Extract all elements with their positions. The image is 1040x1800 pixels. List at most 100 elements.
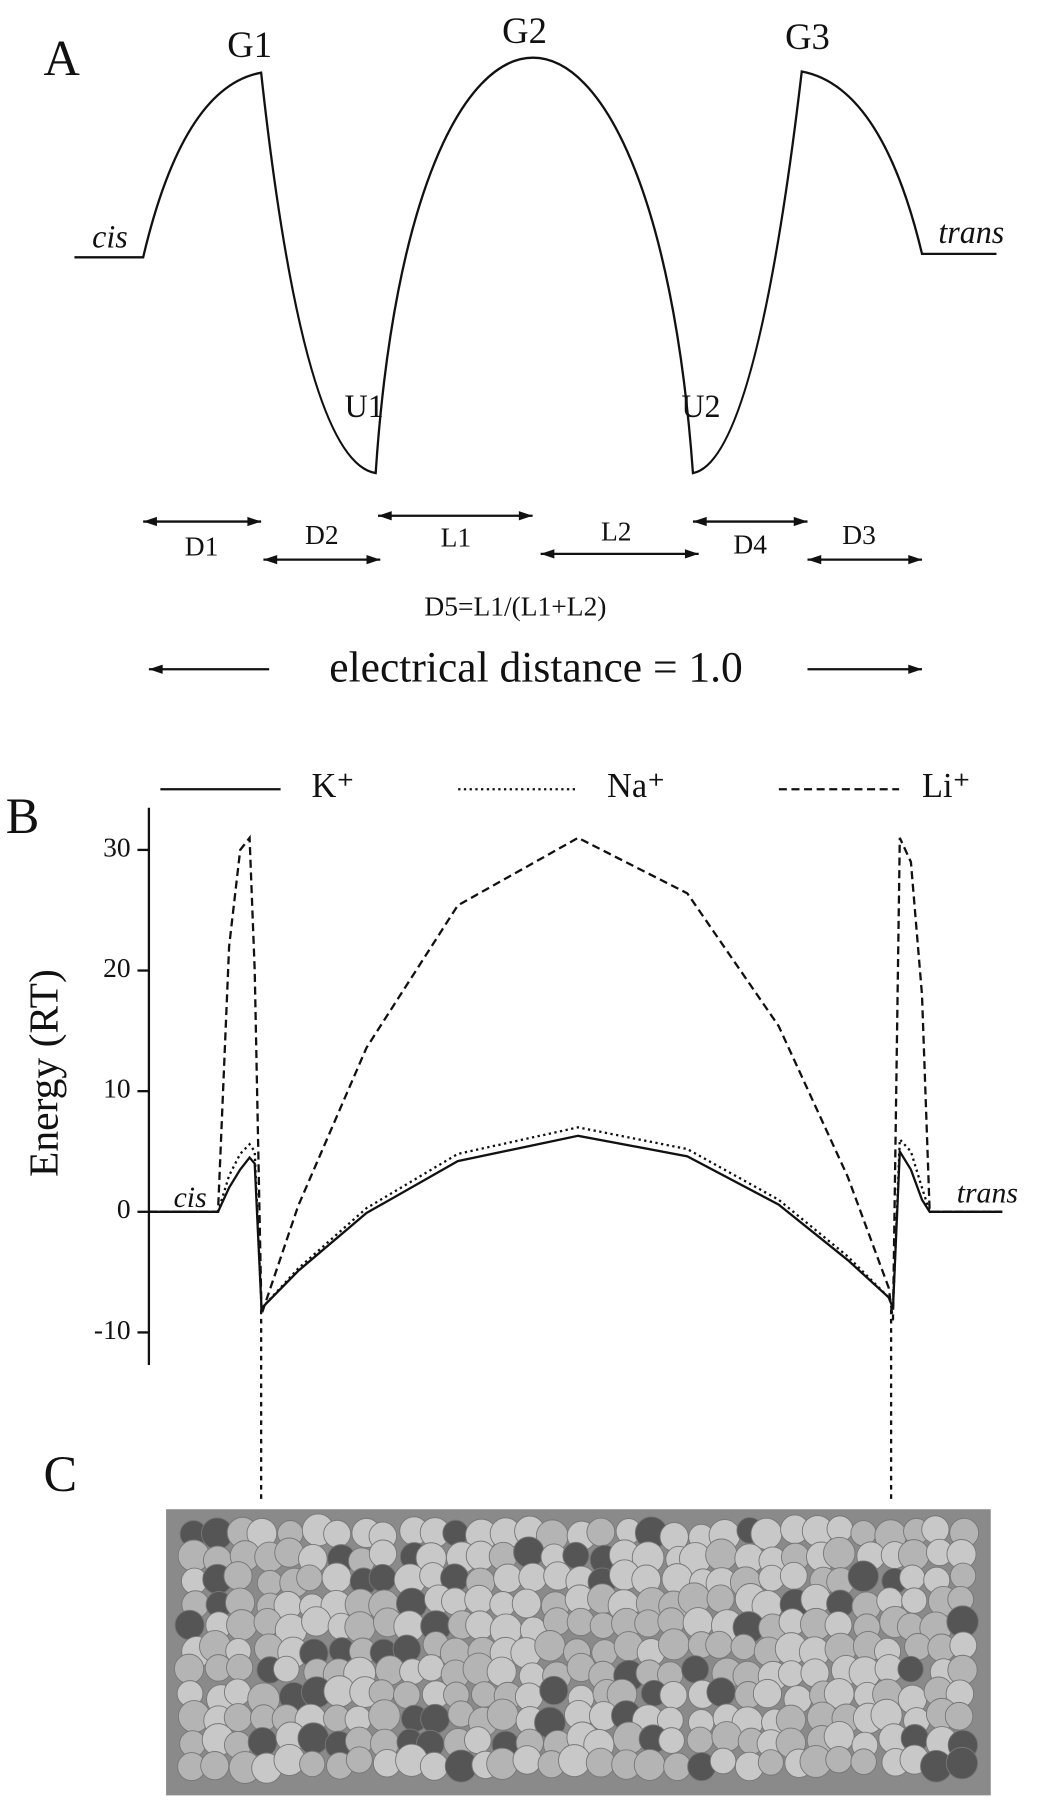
atom [419,1751,449,1781]
atom [658,1727,685,1754]
panel-label: B [6,788,40,844]
distance-arrows: D1 D2 L1 L2 D4 D3 [143,511,923,674]
atom [944,1701,974,1731]
atom [847,1560,879,1592]
atom [493,1563,523,1594]
atom [296,1564,323,1592]
atom [585,1747,616,1778]
distance-label: L2 [601,515,632,546]
atom [513,1536,545,1568]
caption: electrical distance = 1.0 [329,643,743,691]
trans-label: trans [957,1176,1018,1209]
atom [949,1562,977,1590]
atom [247,1727,278,1758]
atom [256,1569,284,1597]
y-tick-label: 30 [103,831,130,862]
atom [539,1675,569,1706]
atom [368,1699,401,1732]
atom [223,1678,252,1707]
legend-label: Na⁺ [607,767,665,805]
arrow-head [807,555,923,565]
atom [897,1655,924,1683]
atom [273,1655,300,1683]
cis-label: cis [92,218,128,254]
y-tick-label: -10 [94,1314,131,1345]
distance-label: D1 [185,530,219,561]
legend-label: Li⁺ [922,767,971,805]
peak-label: G3 [785,16,830,57]
atom [586,1517,616,1547]
distance-label: L1 [441,521,472,552]
atom [464,1584,494,1615]
arrow-head [263,555,381,565]
atom [173,1653,205,1685]
distance-label: D2 [305,519,339,550]
atom [711,1721,743,1752]
atom [921,1515,950,1544]
legend-label: K⁺ [312,767,355,805]
atom [345,1746,373,1774]
atom [323,1519,352,1549]
atom [705,1630,734,1659]
panel-label: A [44,30,81,86]
atom [706,1584,735,1613]
atom [226,1609,258,1641]
atom [899,1564,926,1591]
atom [558,1744,591,1778]
atom [825,1745,853,1774]
atom [706,1677,736,1707]
atom [945,1746,979,1780]
atom [705,1538,738,1572]
atom [659,1681,688,1710]
cis-label: cis [174,1181,207,1214]
atom [299,1750,326,1778]
atom [901,1587,928,1614]
formula: D5=L1/(L1+L2) [424,590,606,621]
atom [757,1749,784,1776]
atom [633,1748,666,1781]
trans-label: trans [938,214,1004,250]
atom [393,1681,421,1709]
y-axis-label: Energy (RT) [21,969,68,1177]
atom [297,1722,330,1755]
arrow-head [148,664,163,674]
atom [465,1610,495,1641]
atom [486,1698,519,1731]
atom [368,1563,397,1593]
atom [489,1591,516,1618]
well-label: U2 [681,388,720,424]
atom [752,1678,783,1709]
well-label: U1 [345,388,384,424]
peak-label: G2 [502,10,547,51]
atom [779,1561,808,1590]
atom [174,1609,205,1641]
arrow-head [143,516,262,527]
y-tick-label: 0 [117,1193,131,1224]
atom [463,1726,492,1755]
atom [686,1726,714,1754]
arrow-head [692,516,808,527]
atom [223,1561,253,1591]
peak-label: G1 [227,24,272,65]
series-line [148,1134,1003,1311]
atom [368,1539,398,1569]
arrow-head [908,664,923,674]
atom [301,1606,332,1637]
atom [658,1628,690,1661]
atom [850,1748,877,1775]
series-line [148,1126,1003,1312]
atom [200,1751,230,1781]
atom [417,1654,445,1682]
atom [321,1562,352,1593]
atom [730,1633,757,1661]
series-line [148,834,1003,1321]
atom [777,1660,805,1688]
atom [709,1747,737,1775]
distance-label: D3 [842,519,876,550]
atom [681,1655,710,1684]
distance-label: D4 [733,528,767,559]
atom [534,1630,566,1662]
atom [518,1562,548,1593]
